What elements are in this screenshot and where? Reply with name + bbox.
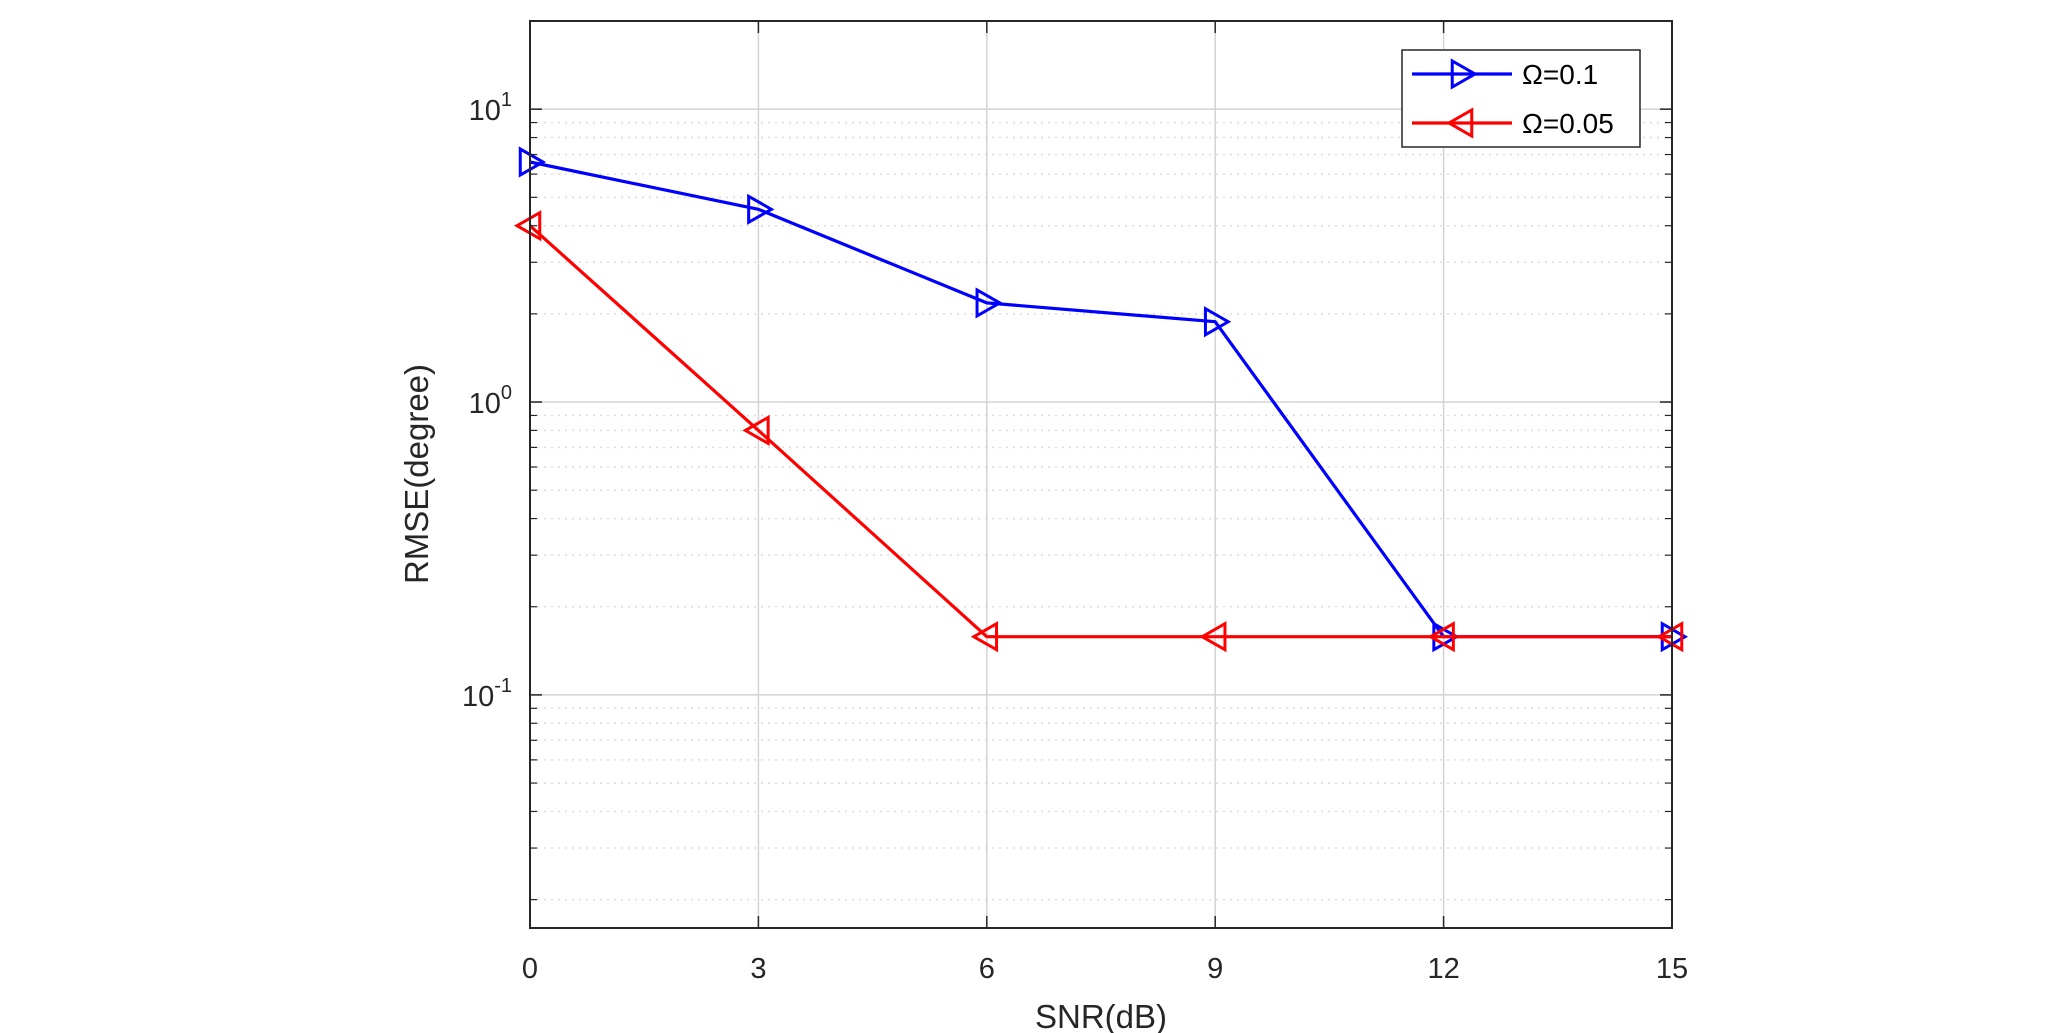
y-tick-base: 10	[469, 95, 501, 127]
data-point-marker	[747, 193, 775, 225]
y-tick-label: 10-1	[462, 675, 512, 713]
x-tick-label: 3	[750, 953, 766, 985]
legend-entry-2: Ω=0.05	[1412, 107, 1614, 139]
x-tick-label: 6	[979, 953, 995, 985]
data-point-marker	[1203, 306, 1232, 338]
data-point-marker	[1655, 621, 1684, 653]
data-point-marker	[970, 621, 999, 653]
legend-entry-1: Ω=0.1	[1412, 58, 1598, 90]
y-axis-title: RMSE(degree)	[398, 364, 435, 584]
y-tick-base: 10	[469, 388, 501, 420]
x-tick-labels: 0 3 6 9 12 15	[522, 953, 1688, 985]
x-axis-title: SNR(dB)	[1035, 998, 1167, 1033]
data-point-marker	[1427, 621, 1455, 653]
axes-box	[529, 20, 1673, 929]
data-point-marker	[1199, 621, 1227, 653]
legend: Ω=0.1 Ω=0.05	[1401, 49, 1641, 148]
ticks-layer	[529, 21, 1673, 928]
y-tick-exponent: 0	[501, 382, 512, 404]
series-2	[513, 210, 1684, 653]
data-point-marker	[742, 414, 770, 447]
y-tick-label: 100	[469, 382, 512, 420]
y-tick-label: 101	[469, 89, 512, 127]
legend-entries: Ω=0.1 Ω=0.05	[1412, 58, 1614, 139]
legend-label: Ω=0.1	[1522, 59, 1598, 90]
series-layer	[513, 146, 1689, 653]
legend-marker	[1450, 58, 1479, 90]
series-line	[528, 224, 1672, 639]
minor-grid	[530, 121, 1672, 901]
data-point-marker	[975, 287, 1003, 319]
x-tick-label: 15	[1656, 953, 1688, 985]
y-tick-exponent: -1	[494, 675, 512, 697]
data-point-marker	[513, 210, 542, 242]
x-tick-label: 9	[1207, 953, 1223, 985]
legend-label: Ω=0.05	[1522, 108, 1614, 139]
x-tick-label: 12	[1427, 953, 1459, 985]
legend-marker	[1445, 107, 1474, 139]
x-tick-label: 0	[522, 953, 538, 985]
y-tick-base: 10	[462, 681, 494, 713]
data-point-marker	[518, 146, 547, 178]
y-tick-exponent: 1	[501, 89, 512, 111]
legend-box	[1401, 49, 1641, 148]
plot-area	[530, 21, 1672, 928]
